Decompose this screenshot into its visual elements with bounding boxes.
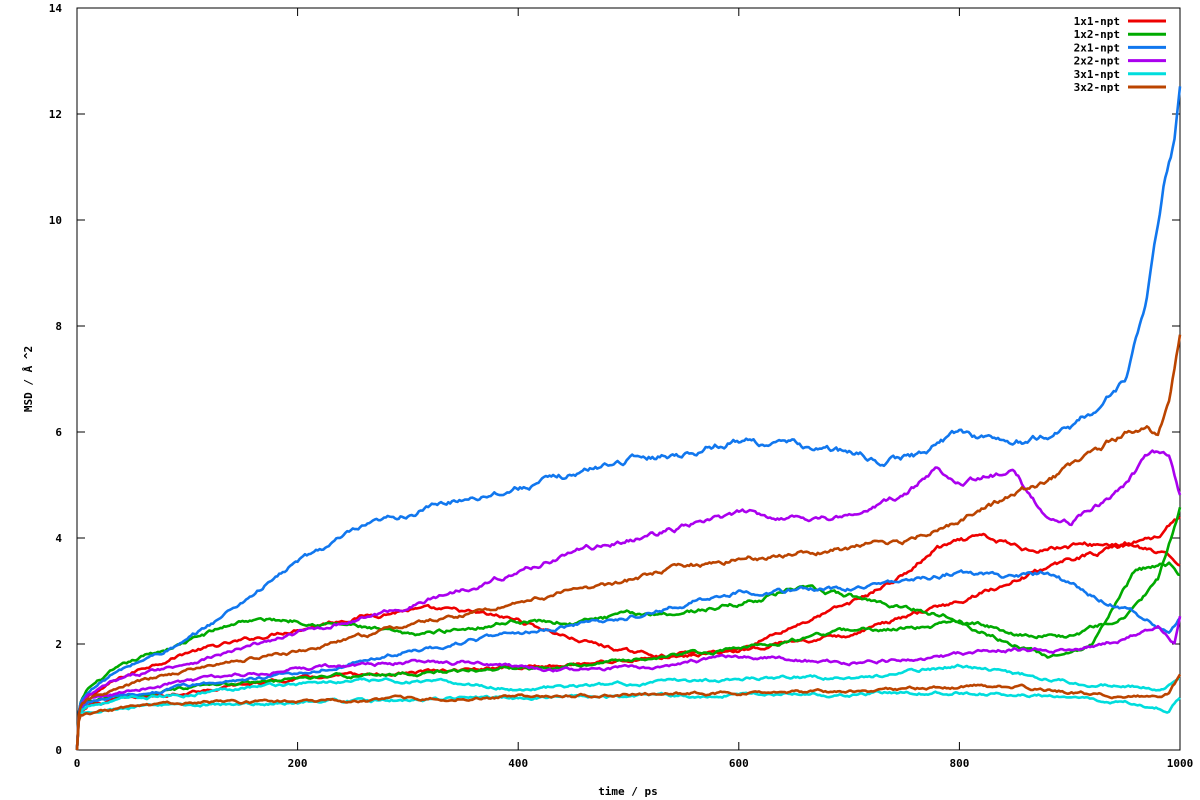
series-line-1x2-npt	[75, 506, 1182, 751]
series-line-3x1-npt	[75, 689, 1181, 751]
y-tick-label: 14	[49, 2, 63, 15]
x-tick-label: 200	[288, 757, 308, 770]
series-line-3x2-npt	[75, 673, 1182, 751]
y-tick-label: 8	[55, 320, 62, 333]
series-line-2x2-npt	[75, 615, 1182, 751]
legend: 1x1-npt1x2-npt2x1-npt2x2-npt3x1-npt3x2-n…	[1074, 15, 1166, 94]
y-tick-label: 6	[55, 426, 62, 439]
y-tick-label: 4	[55, 532, 62, 545]
series-line-2x2-npt	[75, 449, 1182, 751]
x-tick-label: 400	[508, 757, 528, 770]
y-axis-label: MSD / Å ^2	[22, 346, 35, 412]
legend-label: 3x1-npt	[1074, 68, 1120, 81]
x-tick-label: 800	[949, 757, 969, 770]
x-tick-label: 600	[729, 757, 749, 770]
x-tick-label: 0	[74, 757, 81, 770]
legend-label: 1x1-npt	[1074, 15, 1120, 28]
legend-label: 3x2-npt	[1074, 81, 1120, 94]
series-line-3x1-npt	[75, 663, 1181, 751]
y-tick-label: 10	[49, 214, 62, 227]
legend-label: 1x2-npt	[1074, 28, 1120, 41]
plot-frame	[76, 7, 1181, 751]
x-axis-ticks: 0 200 400 600 800 1000	[74, 8, 1194, 770]
x-tick-label: 1000	[1167, 757, 1194, 770]
series-line-1x1-npt	[75, 515, 1181, 751]
y-tick-label: 2	[55, 638, 62, 651]
x-axis-label: time / ps	[598, 785, 658, 798]
series-line-1x2-npt	[75, 561, 1181, 751]
series-line-3x2-npt	[75, 334, 1182, 751]
y-tick-label: 12	[49, 108, 62, 121]
y-axis-ticks: 0 2 4 6 8 10 12 14	[49, 2, 1180, 757]
legend-label: 2x1-npt	[1074, 41, 1120, 54]
legend-label: 2x2-npt	[1074, 55, 1120, 68]
series-line-2x1-npt	[75, 569, 1182, 751]
series-layer	[75, 86, 1182, 751]
series-line-2x1-npt	[75, 86, 1182, 751]
y-tick-label: 0	[55, 744, 62, 757]
series-line-1x1-npt	[75, 532, 1181, 751]
